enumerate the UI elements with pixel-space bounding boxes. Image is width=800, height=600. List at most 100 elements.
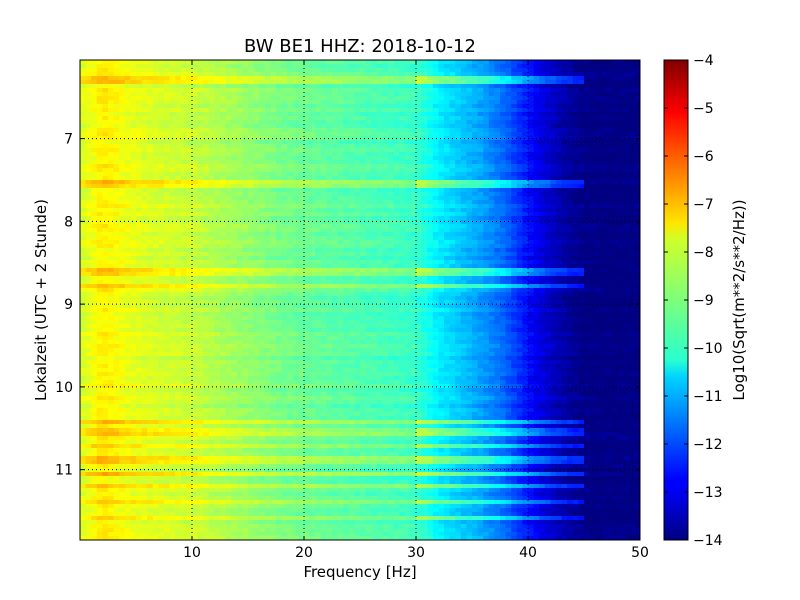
heatmap-cell	[281, 140, 288, 145]
heatmap-cell	[130, 64, 137, 69]
heatmap-cell	[455, 184, 462, 189]
heatmap-cell	[96, 88, 103, 93]
heatmap-cell	[315, 132, 322, 137]
heatmap-cell	[152, 168, 159, 173]
heatmap-cell	[136, 220, 143, 225]
heatmap-cell	[236, 212, 243, 217]
heatmap-cell	[264, 60, 271, 65]
heatmap-cell	[186, 212, 193, 217]
heatmap-cell	[158, 224, 165, 229]
heatmap-cell	[578, 84, 585, 89]
heatmap-cell	[600, 148, 607, 153]
heatmap-cell	[444, 88, 451, 93]
heatmap-cell	[164, 248, 171, 253]
heatmap-cell	[164, 196, 171, 201]
heatmap-cell	[113, 208, 120, 213]
heatmap-cell	[354, 228, 361, 233]
heatmap-cell	[214, 116, 221, 121]
heatmap-cell	[421, 124, 428, 129]
heatmap-cell	[466, 92, 473, 97]
heatmap-cell	[147, 96, 154, 101]
heatmap-cell	[130, 156, 137, 161]
heatmap-cell	[516, 136, 523, 141]
heatmap-cell	[393, 128, 400, 133]
heatmap-cell	[197, 96, 204, 101]
heatmap-cell	[348, 232, 355, 237]
heatmap-cell	[416, 248, 423, 253]
heatmap-cell	[298, 168, 305, 173]
heatmap-cell	[102, 200, 109, 205]
heatmap-cell	[130, 132, 137, 137]
heatmap-cell	[421, 208, 428, 213]
heatmap-cell	[175, 248, 182, 253]
heatmap-cell	[287, 216, 294, 221]
heatmap-cell	[276, 224, 283, 229]
heatmap-cell	[203, 112, 210, 117]
heatmap-cell	[617, 144, 624, 149]
heatmap-cell	[253, 132, 260, 137]
heatmap-cell	[264, 244, 271, 249]
heatmap-cell	[505, 184, 512, 189]
heatmap-cell	[108, 168, 115, 173]
heatmap-cell	[556, 172, 563, 177]
heatmap-cell	[136, 76, 143, 81]
heatmap-cell	[136, 196, 143, 201]
heatmap-cell	[404, 76, 411, 81]
heatmap-cell	[85, 248, 92, 253]
heatmap-cell	[108, 108, 115, 113]
heatmap-cell	[544, 132, 551, 137]
heatmap-cell	[354, 240, 361, 245]
heatmap-cell	[102, 100, 109, 105]
heatmap-cell	[500, 76, 507, 81]
heatmap-cell	[578, 224, 585, 229]
heatmap-cell	[180, 108, 187, 113]
heatmap-cell	[220, 236, 227, 241]
heatmap-cell	[421, 100, 428, 105]
heatmap-cell	[298, 60, 305, 65]
heatmap-cell	[449, 180, 456, 185]
heatmap-cell	[130, 120, 137, 125]
heatmap-cell	[432, 108, 439, 113]
heatmap-cell	[186, 120, 193, 125]
heatmap-cell	[354, 136, 361, 141]
heatmap-cell	[505, 92, 512, 97]
heatmap-cell	[192, 248, 199, 253]
heatmap-cell	[500, 96, 507, 101]
heatmap-cell	[388, 68, 395, 73]
heatmap-cell	[242, 124, 249, 129]
heatmap-cell	[80, 200, 87, 205]
heatmap-cell	[192, 220, 199, 225]
heatmap-cell	[544, 136, 551, 141]
heatmap-cell	[365, 208, 372, 213]
heatmap-cell	[460, 140, 467, 145]
heatmap-cell	[231, 244, 238, 249]
heatmap-cell	[203, 188, 210, 193]
heatmap-cell	[348, 256, 355, 261]
heatmap-cell	[511, 108, 518, 113]
heatmap-cell	[472, 220, 479, 225]
heatmap-cell	[298, 108, 305, 113]
heatmap-cell	[186, 180, 193, 185]
heatmap-cell	[410, 212, 417, 217]
heatmap-cell	[404, 152, 411, 157]
heatmap-cell	[180, 144, 187, 149]
heatmap-cell	[589, 132, 596, 137]
heatmap-cell	[388, 240, 395, 245]
heatmap-cell	[438, 60, 445, 65]
heatmap-cell	[152, 100, 159, 105]
heatmap-cell	[578, 136, 585, 141]
heatmap-cell	[460, 108, 467, 113]
heatmap-cell	[404, 60, 411, 65]
heatmap-cell	[175, 60, 182, 65]
heatmap-cell	[197, 192, 204, 197]
heatmap-cell	[528, 232, 535, 237]
heatmap-cell	[360, 112, 367, 117]
heatmap-cell	[522, 204, 529, 209]
heatmap-cell	[169, 112, 176, 117]
heatmap-cell	[136, 96, 143, 101]
heatmap-cell	[108, 60, 115, 65]
heatmap-cell	[354, 236, 361, 241]
heatmap-cell	[595, 236, 602, 241]
heatmap-cell	[494, 184, 501, 189]
heatmap-cell	[399, 80, 406, 85]
